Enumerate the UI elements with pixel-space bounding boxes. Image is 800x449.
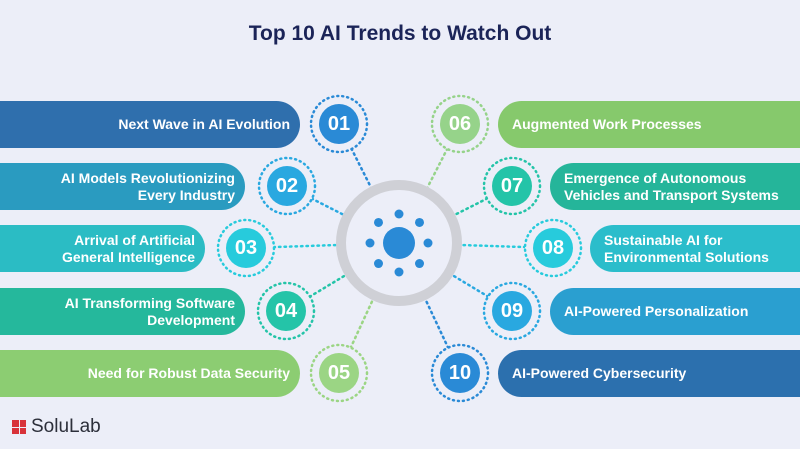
logo-icon (12, 420, 26, 434)
trend-label: Next Wave in AI Evolution (118, 116, 290, 132)
trend-number-badge: 01 (319, 104, 359, 144)
hub-small-dot (373, 217, 383, 227)
trend-number-badge: 08 (533, 228, 573, 268)
trend-label: Sustainable AI for Environmental Solutio… (604, 231, 769, 265)
hub-small-dot (415, 259, 425, 269)
trend-number-badge: 04 (266, 291, 306, 331)
hub-small-dot (373, 259, 383, 269)
trend-number-badge: 07 (492, 166, 532, 206)
trend-number-badge: 05 (319, 353, 359, 393)
trend-label: AI-Powered Cybersecurity (512, 365, 687, 381)
trend-label: AI Models Revolutionizing Every Industry (60, 169, 235, 203)
hub-small-dot (423, 238, 433, 248)
trend-label: AI Transforming Software Development (64, 294, 235, 328)
hub-small-dot (394, 209, 404, 219)
trend-bar-07: Emergence of Autonomous Vehicles and Tra… (550, 163, 800, 210)
trend-label: Arrival of Artificial General Intelligen… (61, 231, 195, 265)
trend-bar-02: AI Models Revolutionizing Every Industry (0, 163, 245, 210)
trend-bar-06: Augmented Work Processes (498, 101, 800, 148)
trend-bar-04: AI Transforming Software Development (0, 288, 245, 335)
trend-label: Augmented Work Processes (512, 116, 702, 132)
trend-number-badge: 03 (226, 228, 266, 268)
logo-text: SoluLab (31, 416, 101, 437)
trend-bar-08: Sustainable AI for Environmental Solutio… (590, 225, 800, 272)
trend-label: Need for Robust Data Security (87, 365, 290, 381)
trend-label: Emergence of Autonomous Vehicles and Tra… (564, 169, 779, 203)
hub-center-dot (383, 227, 415, 259)
hub-small-dot (365, 238, 375, 248)
trend-number-badge: 10 (440, 353, 480, 393)
page-title: Top 10 AI Trends to Watch Out (248, 22, 552, 45)
trend-bar-10: AI-Powered Cybersecurity (498, 350, 800, 397)
trend-label: AI-Powered Personalization (564, 303, 749, 319)
trend-bar-05: Need for Robust Data Security (0, 350, 300, 397)
trend-number-badge: 02 (267, 166, 307, 206)
trend-number-badge: 06 (440, 104, 480, 144)
hub-small-dot (394, 267, 404, 277)
trend-bar-09: AI-Powered Personalization (550, 288, 800, 335)
solulab-logo: SoluLab (12, 416, 101, 438)
hub-small-dot (415, 217, 425, 227)
trend-bar-01: Next Wave in AI Evolution (0, 101, 300, 148)
trend-number-badge: 09 (492, 291, 532, 331)
trend-bar-03: Arrival of Artificial General Intelligen… (0, 225, 205, 272)
